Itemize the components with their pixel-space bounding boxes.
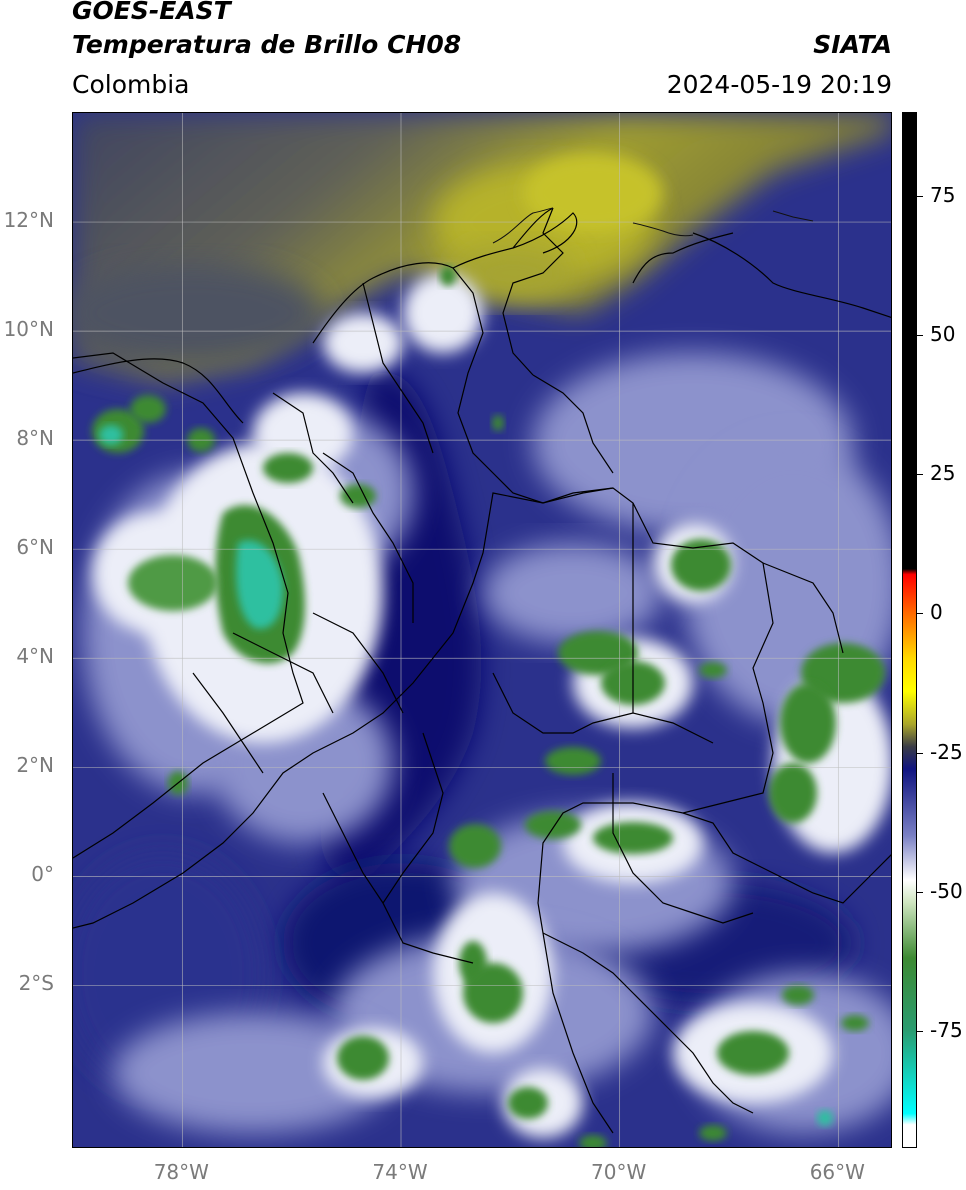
colorbar-tick xyxy=(917,195,923,197)
lat-tick-label: 2°S xyxy=(18,971,54,996)
colorbar-tick-label: -75 xyxy=(930,1018,963,1043)
title-line-2: Temperatura de Brillo CH08 xyxy=(72,30,462,59)
colorbar-tick xyxy=(917,613,923,615)
lat-tick-label: 6°N xyxy=(16,535,54,560)
colorbar-tick xyxy=(917,891,923,893)
colorbar-tick xyxy=(917,752,923,754)
lon-tick-label: 74°W xyxy=(372,1160,428,1184)
colorbar-tick-label: 50 xyxy=(930,321,956,346)
satellite-image xyxy=(73,113,891,1147)
timestamp-label: 2024-05-19 20:19 xyxy=(666,70,892,99)
colorbar-tick-label: -50 xyxy=(930,878,963,903)
colorbar-tick xyxy=(917,334,923,336)
colorbar-tick-label: -25 xyxy=(930,739,963,764)
dry-air-region xyxy=(73,113,891,383)
lon-tick-label: 70°W xyxy=(591,1160,647,1184)
lat-tick-label: 0° xyxy=(31,862,54,887)
colorbar-tick-label: 25 xyxy=(930,461,956,486)
lat-tick-label: 10°N xyxy=(3,317,54,342)
lat-tick-label: 4°N xyxy=(16,644,54,669)
lat-tick-label: 8°N xyxy=(16,426,54,451)
lat-tick-label: 12°N xyxy=(3,208,54,233)
colorbar-tick xyxy=(917,474,923,476)
satellite-map[interactable] xyxy=(72,112,892,1148)
title-line-1: GOES-EAST xyxy=(72,0,231,25)
colorbar-tick xyxy=(917,1031,923,1033)
lon-tick-label: 66°W xyxy=(809,1160,865,1184)
agency-label: SIATA xyxy=(813,30,892,59)
coastline xyxy=(492,207,814,244)
lat-tick-label: 2°N xyxy=(16,753,54,778)
temperature-colorbar xyxy=(902,112,917,1148)
region-label: Colombia xyxy=(72,70,190,99)
boundary-lines xyxy=(73,207,891,1134)
colorbar-tick-label: 0 xyxy=(930,600,943,625)
colorbar-tick-label: 75 xyxy=(930,182,956,207)
lon-tick-label: 78°W xyxy=(153,1160,209,1184)
